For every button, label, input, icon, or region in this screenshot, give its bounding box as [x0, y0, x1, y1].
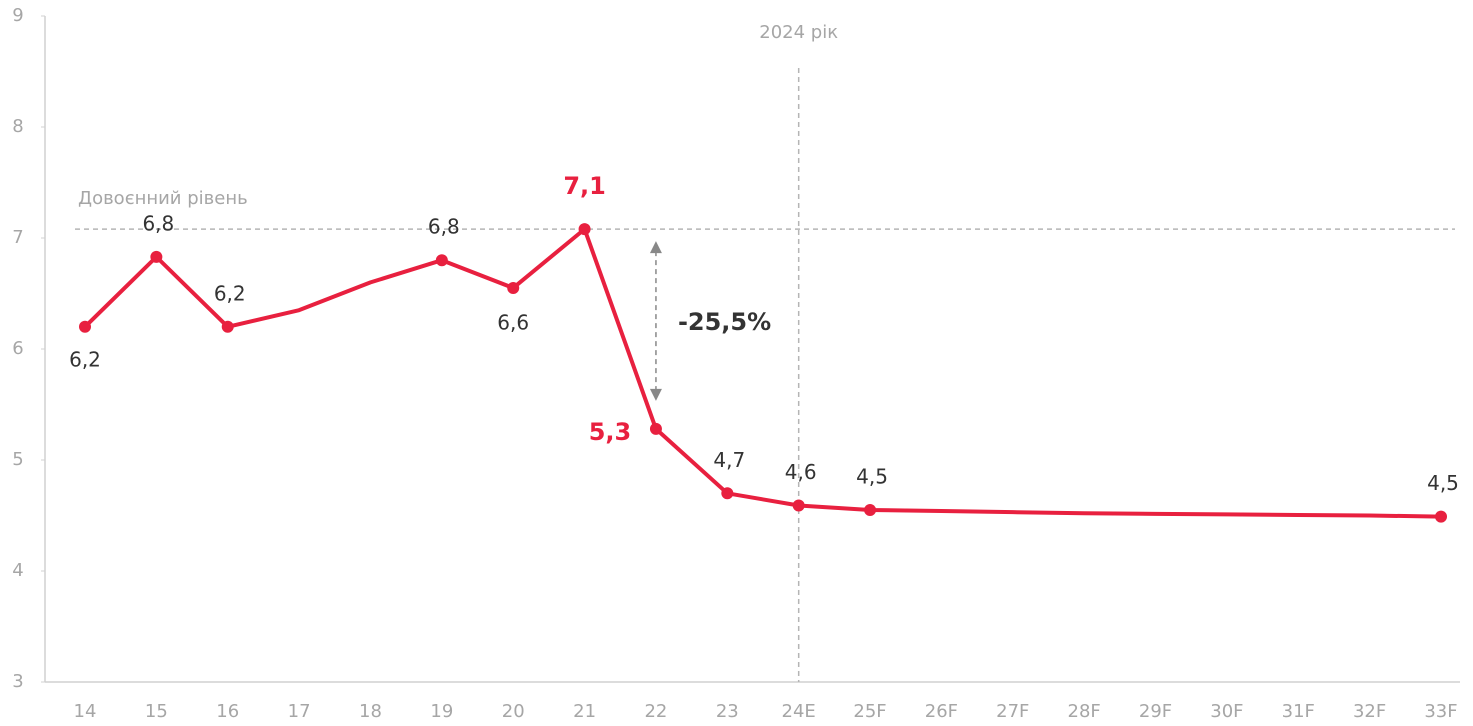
- x-tick-label: 21: [573, 701, 596, 722]
- x-tick-label: 31F: [1282, 701, 1315, 722]
- y-tick-label: 3: [12, 671, 23, 692]
- marker: [507, 281, 520, 294]
- arrow-head: [649, 388, 662, 401]
- marker: [721, 487, 734, 500]
- x-tick-label: 27F: [996, 701, 1029, 722]
- x-tick-label: 20: [502, 701, 525, 722]
- data-label: 4,6: [785, 460, 817, 484]
- marker: [649, 422, 662, 435]
- marker: [150, 250, 163, 263]
- data-label: 5,3: [589, 418, 632, 446]
- y-tick-label: 7: [12, 227, 23, 248]
- marker: [79, 320, 91, 333]
- x-tick-label: 16: [216, 701, 239, 722]
- data-label: 6,6: [497, 310, 529, 334]
- data-label: 6,2: [214, 281, 246, 305]
- marker: [435, 254, 448, 267]
- x-tick-label: 28F: [1068, 701, 1101, 722]
- x-tick-label: 33F: [1424, 701, 1457, 722]
- y-tick-label: 5: [12, 449, 23, 470]
- data-label: 4,5: [1427, 471, 1459, 495]
- data-label: 7,1: [563, 172, 606, 200]
- series-line: [83, 227, 1442, 519]
- x-tick-label: 23: [716, 701, 739, 722]
- marker: [1435, 510, 1447, 523]
- marker: [578, 223, 591, 236]
- arrow-head: [649, 241, 662, 254]
- marker: [792, 499, 805, 512]
- x-tick-label: 22: [644, 701, 667, 722]
- x-tick-label: 26F: [925, 701, 958, 722]
- y-tick-label: 4: [12, 560, 23, 581]
- marker: [864, 503, 877, 516]
- x-tick-label: 19: [430, 701, 453, 722]
- change-label: -25,5%: [678, 308, 771, 336]
- data-label: 6,8: [428, 215, 460, 239]
- x-tick-label: 25F: [853, 701, 886, 722]
- x-tick-label: 24E: [782, 701, 816, 722]
- data-label: 6,8: [142, 211, 174, 235]
- y-tick-label: 6: [12, 338, 23, 359]
- x-tick-label: 30F: [1210, 701, 1243, 722]
- marker: [221, 320, 234, 333]
- reference-label: Довоєнний рівень: [78, 188, 248, 209]
- vertical-label: 2024 рік: [759, 22, 838, 43]
- data-label: 4,7: [713, 448, 745, 472]
- x-tick-label: 29F: [1139, 701, 1172, 722]
- y-tick-label: 9: [12, 5, 23, 26]
- y-tick-label: 8: [12, 116, 23, 137]
- data-label: 6,2: [69, 347, 101, 371]
- x-tick-label: 18: [359, 701, 382, 722]
- x-tick-label: 32F: [1353, 701, 1386, 722]
- x-tick-label: 15: [145, 701, 168, 722]
- data-label: 4,5: [856, 464, 888, 488]
- x-tick-label: 17: [288, 701, 311, 722]
- x-tick-label: 14: [74, 701, 97, 722]
